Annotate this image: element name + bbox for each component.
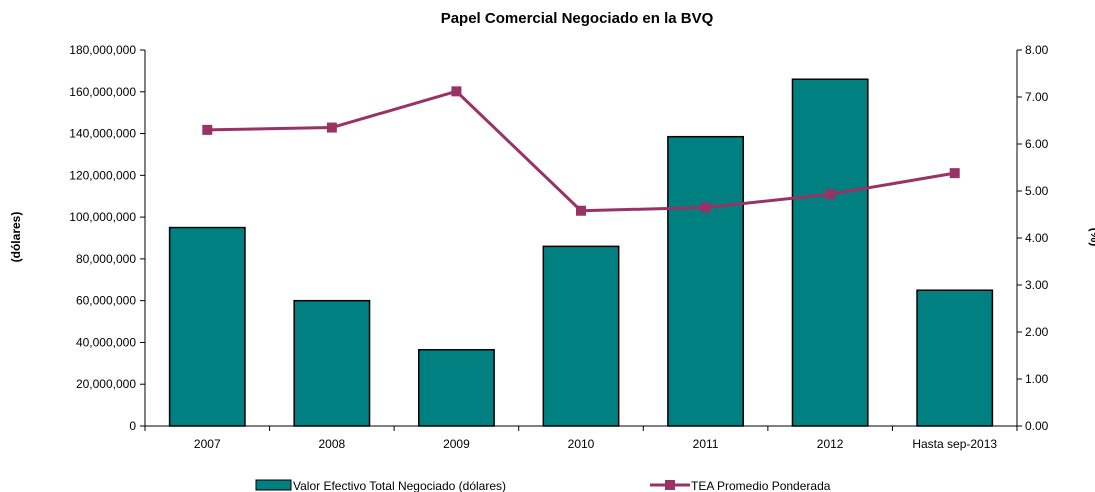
axes: 0 20,000,000 40,000,000 60,000,000 80,000,00…: [69, 43, 1048, 451]
bar: [667, 135, 745, 427]
bar: [791, 78, 869, 427]
y-tick-label-right: 3.00: [1025, 278, 1049, 292]
x-tick-label: 2010: [568, 437, 595, 451]
y-tick-label-right: 8.00: [1025, 43, 1049, 57]
bar: [417, 349, 495, 427]
y-tick-label-left: 40,000,000: [76, 335, 136, 349]
legend: Valor Efectivo Total Negociado (dólares)…: [255, 479, 831, 492]
bar: [168, 226, 246, 427]
line-marker: [202, 124, 213, 135]
y-axis-label-right: (%): [1088, 228, 1095, 247]
line-series: [202, 86, 960, 216]
y-tick-label-left: 80,000,000: [76, 252, 136, 266]
y-tick-label-right: 5.00: [1025, 184, 1049, 198]
bar: [916, 289, 994, 427]
line-marker: [576, 205, 586, 216]
x-tick-label: 2007: [194, 437, 221, 451]
x-tick-label: 2009: [443, 437, 470, 451]
y-tick-label-left: 60,000,000: [76, 294, 136, 308]
bar-series: [168, 78, 994, 427]
y-tick-label-left: 160,000,000: [69, 85, 136, 99]
x-tick-label: 2008: [319, 437, 346, 451]
legend-swatch-bar: [255, 479, 292, 491]
y-tick-label-right: 6.00: [1025, 137, 1049, 151]
y-tick-label-right: 2.00: [1025, 325, 1049, 339]
legend-swatch-marker: [665, 480, 675, 490]
bar: [542, 245, 620, 427]
y-axis-label-left: (dólares): [9, 212, 23, 263]
legend-label-bar: Valor Efectivo Total Negociado (dólares): [293, 479, 506, 492]
y-tick-label-left: 20,000,000: [76, 377, 136, 391]
legend-label-line: TEA Promedio Ponderada: [691, 479, 831, 492]
x-tick-label: Hasta sep-2013: [912, 437, 997, 451]
line-marker: [949, 168, 960, 179]
line-marker: [451, 86, 462, 97]
y-tick-label-left: 120,000,000: [69, 168, 136, 182]
y-tick-label-left: 140,000,000: [69, 127, 136, 141]
line-marker: [825, 189, 836, 200]
y-tick-label-right: 7.00: [1025, 90, 1049, 104]
y-tick-label-left: 0: [129, 419, 136, 433]
line-marker: [326, 122, 337, 133]
chart-title: Papel Comercial Negociado en la BVQ: [441, 10, 714, 27]
y-tick-label-right: 0.00: [1025, 419, 1049, 433]
bar: [293, 299, 371, 427]
y-tick-label-left: 180,000,000: [69, 43, 136, 57]
y-tick-label-right: 1.00: [1025, 372, 1049, 386]
x-tick-label: 2011: [693, 437, 719, 451]
x-tick-label: 2012: [817, 437, 844, 451]
y-tick-label-right: 4.00: [1025, 231, 1049, 245]
line-marker: [700, 202, 711, 213]
y-tick-label-left: 100,000,000: [69, 210, 136, 224]
